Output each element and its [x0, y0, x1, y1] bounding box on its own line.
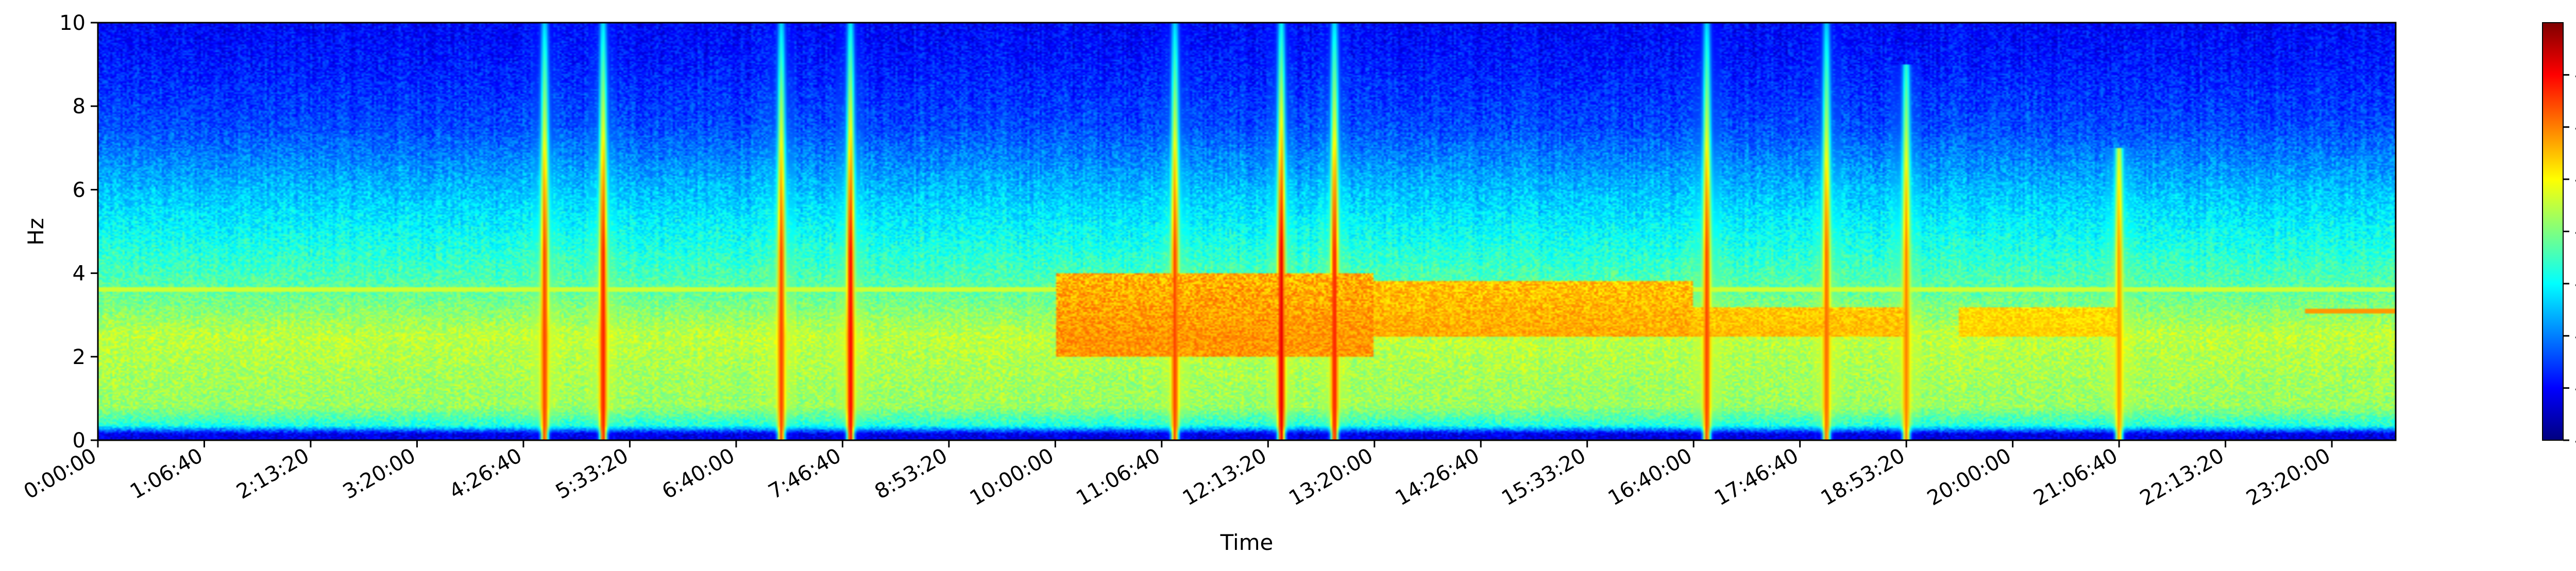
- colorbar-tick-label: -20 dB: [2574, 116, 2576, 140]
- x-tick-label: 21:06:40: [2030, 444, 2122, 511]
- colorbar-tick-label: -50 dB: [2574, 272, 2576, 296]
- x-tick-label: 17:46:40: [1710, 444, 1803, 511]
- x-tick-label: 5:33:20: [552, 444, 633, 504]
- colorbar-tick-label: -10 dB: [2574, 63, 2576, 87]
- x-tick-label: 1:06:40: [126, 444, 207, 504]
- x-tick-label: 13:20:00: [1285, 444, 1377, 511]
- y-tick-label: 2: [73, 345, 86, 369]
- colorbar-tick-label: -30 dB: [2574, 168, 2576, 192]
- x-tick-label: 7:46:40: [765, 444, 845, 504]
- plot-frame: [97, 22, 2397, 441]
- colorbar-ticks: -10 dB -20 dB -30 dB -40 dB -50 dB -60 dB -70 …: [2563, 63, 2576, 453]
- y-tick-label: 10: [59, 11, 86, 35]
- colorbar-tick-label: -70 dB: [2574, 377, 2576, 401]
- x-tick-label: 6:40:00: [658, 444, 739, 504]
- x-axis-label: Time: [1220, 530, 1274, 555]
- colorbar: [2542, 22, 2564, 441]
- colorbar-tick-label: -80 dB: [2574, 429, 2576, 453]
- y-tick-label: 8: [73, 95, 86, 118]
- y-tick-label: 0: [73, 429, 86, 453]
- colorbar-tick-label: -40 dB: [2574, 220, 2576, 244]
- colorbar-tick-label: -60 dB: [2574, 324, 2576, 348]
- x-tick-label: 2:13:20: [232, 444, 313, 504]
- x-tick-label: 12:13:20: [1179, 444, 1271, 511]
- x-tick-label: 18:53:20: [1817, 444, 1909, 511]
- y-axis-ticks: 0 2 4 6 8 10: [59, 11, 98, 453]
- x-tick-label: 15:33:20: [1498, 444, 1590, 511]
- x-tick-label: 11:06:40: [1072, 444, 1164, 511]
- x-tick-label: 0:00:00: [20, 444, 100, 504]
- x-axis-ticks: 0:00:00 1:06:40 2:13:20 3:20:00 4:26:40 5:33:…: [20, 440, 2334, 510]
- y-tick-label: 6: [73, 178, 86, 202]
- y-axis-label: Hz: [23, 218, 48, 246]
- y-tick-label: 4: [73, 262, 86, 286]
- x-tick-label: 3:20:00: [339, 444, 420, 504]
- x-tick-label: 10:00:00: [966, 444, 1058, 511]
- x-tick-label: 14:26:40: [1392, 444, 1484, 511]
- x-tick-label: 20:00:00: [1923, 444, 2015, 511]
- x-tick-label: 16:40:00: [1604, 444, 1697, 511]
- x-tick-label: 8:53:20: [871, 444, 952, 504]
- x-tick-label: 4:26:40: [445, 444, 526, 504]
- spectrogram-heatmap: [98, 23, 2396, 440]
- x-tick-label: 22:13:20: [2136, 444, 2228, 511]
- x-tick-label: 23:20:00: [2243, 444, 2335, 511]
- spectrogram-plot-area: [98, 23, 2396, 440]
